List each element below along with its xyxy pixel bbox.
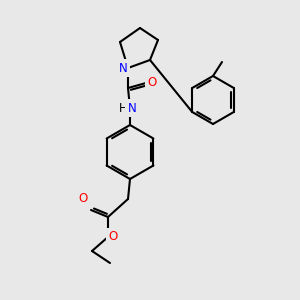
Text: N: N bbox=[118, 61, 127, 74]
Text: N: N bbox=[128, 101, 136, 115]
Text: H: H bbox=[118, 101, 127, 115]
Text: O: O bbox=[108, 230, 118, 244]
Text: O: O bbox=[147, 76, 157, 89]
Text: O: O bbox=[78, 193, 88, 206]
